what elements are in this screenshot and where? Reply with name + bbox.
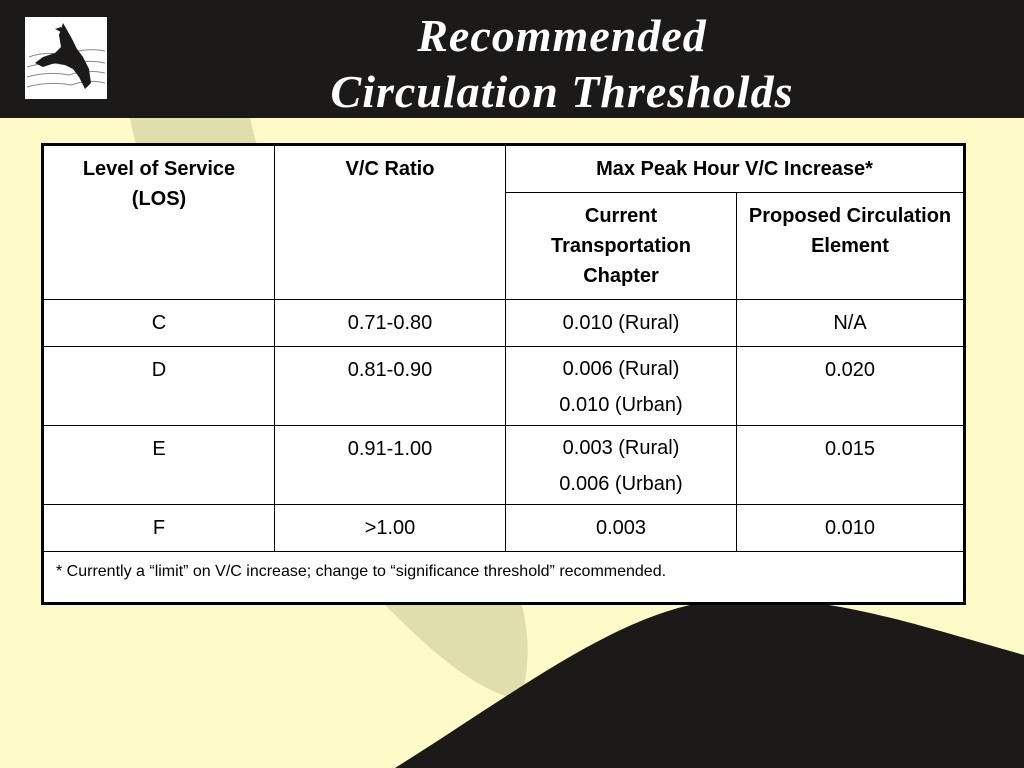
title-line-2: Circulation Thresholds <box>330 66 794 117</box>
cell-vc-ratio: 0.71-0.80 <box>274 299 506 347</box>
cell-vc-ratio: 0.91-1.00 <box>274 425 506 505</box>
cell-proposed: N/A <box>736 299 965 347</box>
table-header-row: Level of Service (LOS) V/C Ratio Max Pea… <box>42 144 965 300</box>
table-footnote: * Currently a “limit” on V/C increase; c… <box>42 551 965 604</box>
cell-proposed: 0.020 <box>736 346 965 426</box>
table-row: F >1.00 0.003 0.010 <box>42 504 965 552</box>
cell-proposed: 0.015 <box>736 425 965 505</box>
cell-vc-ratio: >1.00 <box>274 504 506 552</box>
header-vc-ratio: V/C Ratio <box>274 144 506 300</box>
cell-current: 0.003 <box>505 504 737 552</box>
header-max-increase: Max Peak Hour V/C Increase* <box>505 144 965 193</box>
table-row: D 0.81-0.90 0.006 (Rural) 0.010 (Urban) … <box>42 346 965 426</box>
header-proposed-element: Proposed Circulation Element <box>736 192 965 300</box>
cell-current-urban: 0.006 (Urban) <box>559 473 683 495</box>
cell-current-rural: 0.003 (Rural) <box>562 437 680 459</box>
footnote-row: * Currently a “limit” on V/C increase; c… <box>42 551 965 604</box>
cell-los: D <box>42 346 275 426</box>
cell-los: E <box>42 425 275 505</box>
cell-current: 0.006 (Rural) 0.010 (Urban) <box>505 346 737 426</box>
eagle-logo-icon <box>25 17 107 99</box>
title-line-1: Recommended <box>417 10 707 61</box>
table-row: E 0.91-1.00 0.003 (Rural) 0.006 (Urban) … <box>42 425 965 505</box>
cell-proposed: 0.010 <box>736 504 965 552</box>
header-los: Level of Service (LOS) <box>42 144 275 300</box>
cell-los: C <box>42 299 275 347</box>
dark-wave <box>395 598 1024 768</box>
header-current-chapter: Current Transportation Chapter <box>505 192 737 300</box>
cell-los: F <box>42 504 275 552</box>
table-row: C 0.71-0.80 0.010 (Rural) N/A <box>42 299 965 347</box>
cell-vc-ratio: 0.81-0.90 <box>274 346 506 426</box>
cell-current-urban: 0.010 (Urban) <box>559 394 683 416</box>
cell-current: 0.010 (Rural) <box>505 299 737 347</box>
title-bar: Recommended Circulation Thresholds <box>0 0 1024 118</box>
cell-current-rural: 0.006 (Rural) <box>562 358 680 380</box>
cell-current: 0.003 (Rural) 0.006 (Urban) <box>505 425 737 505</box>
thresholds-table: Level of Service (LOS) V/C Ratio Max Pea… <box>41 143 966 605</box>
page-title: Recommended Circulation Thresholds <box>200 8 924 120</box>
